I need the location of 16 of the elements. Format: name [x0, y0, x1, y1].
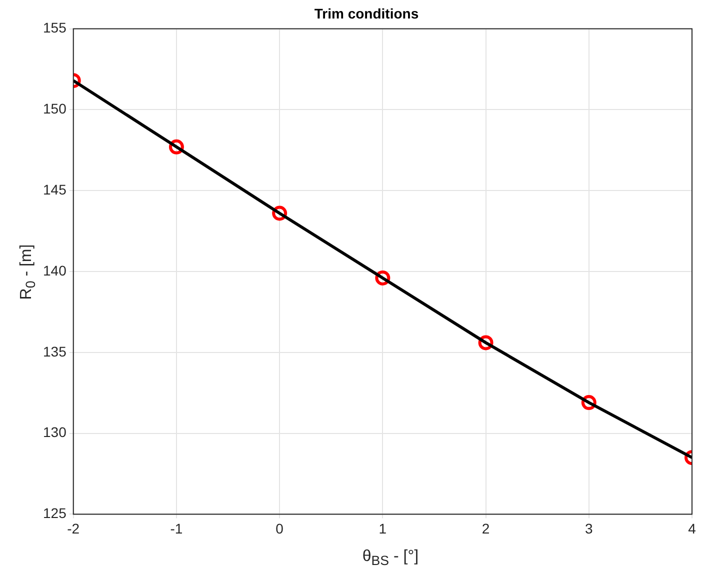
- x-tick-label: 1: [378, 520, 387, 536]
- x-tick-label: -1: [170, 520, 183, 536]
- y-tick-label: 130: [43, 424, 67, 440]
- chart-title: Trim conditions: [314, 5, 419, 22]
- y-tick-label: 140: [43, 262, 67, 278]
- x-axis-title: θ$_{BS}$ - [°]: [361, 548, 420, 568]
- x-tick-label: -2: [67, 520, 80, 536]
- x-tick-label: 4: [688, 520, 696, 536]
- y-tick-label: 155: [43, 20, 67, 36]
- y-tick-label: 150: [43, 100, 67, 117]
- x-tick-label: 0: [276, 520, 284, 536]
- y-tick-label: 125: [43, 505, 67, 522]
- x-tick-label: 3: [584, 520, 593, 536]
- x-tick-label: 2: [482, 520, 490, 536]
- y-tick-label: 145: [43, 181, 67, 198]
- y-tick-label: 135: [43, 343, 67, 360]
